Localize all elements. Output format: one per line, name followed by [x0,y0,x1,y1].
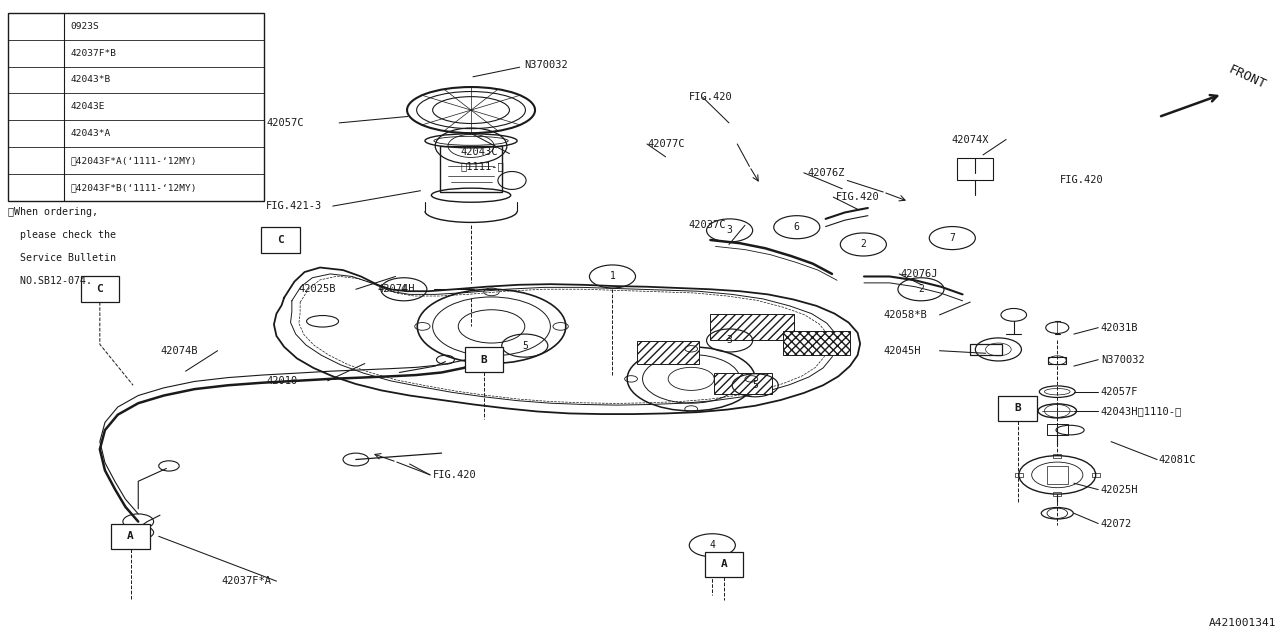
Text: B: B [1014,403,1021,413]
Text: 5: 5 [753,380,758,390]
Text: 42037F*A: 42037F*A [221,576,271,586]
Text: FIG.420: FIG.420 [1060,175,1103,186]
Bar [1047,466,1068,484]
Text: 42072: 42072 [1101,518,1132,529]
Text: 3: 3 [33,76,38,84]
Text: 7: 7 [950,233,955,243]
Text: 3: 3 [727,335,732,346]
Text: FIG.421-3: FIG.421-3 [266,201,323,211]
Text: 42037C: 42037C [689,220,726,230]
Bar [465,347,503,372]
Text: ※42043F*B(‘1111-‘12MY): ※42043F*B(‘1111-‘12MY) [70,183,197,192]
Text: ※When ordering,: ※When ordering, [8,207,97,218]
Text: 42043C: 42043C [461,147,498,157]
Text: 42045H: 42045H [883,346,920,356]
Bar [783,331,850,355]
Text: 1: 1 [609,271,616,282]
Text: FRONT: FRONT [1226,63,1268,92]
Bar [1015,473,1023,477]
Text: N370032: N370032 [525,60,568,70]
Text: 42057C: 42057C [266,118,303,128]
Text: N370032: N370032 [1101,355,1144,365]
Text: FIG.420: FIG.420 [836,192,879,202]
Text: 4: 4 [401,284,407,294]
Text: 1: 1 [33,22,38,31]
Text: 2: 2 [33,49,38,58]
Text: NO.SB12-074.: NO.SB12-074. [8,276,92,287]
Text: 2: 2 [918,284,924,294]
Bar [710,314,794,340]
Text: 42074B: 42074B [160,346,197,356]
Text: 42025B: 42025B [298,284,335,294]
Bar [998,396,1037,421]
Text: ※42043F*A(‘1111-‘12MY): ※42043F*A(‘1111-‘12MY) [70,156,197,165]
Text: B: B [480,355,488,365]
Bar [1053,454,1061,458]
Bar [970,344,1002,355]
Bar [637,341,699,364]
Bar [1092,473,1100,477]
Text: FIG.420: FIG.420 [689,92,732,102]
Text: 42043*A: 42043*A [70,129,110,138]
Text: A: A [127,531,134,541]
Text: （1111-）: （1111-） [461,161,504,172]
Bar [261,227,300,253]
Text: 42076Z: 42076Z [808,168,845,178]
Text: 4: 4 [33,102,38,111]
Text: 7: 7 [33,183,38,192]
Text: 5: 5 [522,340,527,351]
Text: 42074H: 42074H [378,284,415,294]
Text: 0923S: 0923S [70,22,99,31]
Bar [704,552,742,577]
Text: 42043H（1110-）: 42043H（1110-） [1101,406,1181,416]
Text: 42031B: 42031B [1101,323,1138,333]
Bar [1053,492,1061,496]
Text: A421001341: A421001341 [1208,618,1276,628]
Text: 4: 4 [709,540,716,550]
Text: C: C [96,284,104,294]
Text: 42074X: 42074X [951,134,988,145]
Bar [957,158,993,180]
Text: 6: 6 [794,222,800,232]
Text: 42058*B: 42058*B [883,310,927,320]
Text: please check the: please check the [8,230,115,241]
Bar [111,524,150,549]
Bar [81,276,119,302]
Text: 42010: 42010 [266,376,297,386]
Text: A: A [721,559,727,570]
Text: 42081C: 42081C [1158,454,1196,465]
Bar [8,13,264,201]
Text: 5: 5 [33,129,38,138]
Text: 42025H: 42025H [1101,484,1138,495]
Bar [714,373,772,394]
Text: 42057F: 42057F [1101,387,1138,397]
Text: C: C [276,235,284,245]
Text: 3: 3 [727,225,732,236]
Bar [440,146,502,192]
Text: 6: 6 [33,156,38,165]
Text: 42076J: 42076J [901,269,938,279]
Text: 42037F*B: 42037F*B [70,49,116,58]
Text: 42077C: 42077C [648,139,685,149]
Text: 42043E: 42043E [70,102,105,111]
Text: 2: 2 [860,239,867,250]
Text: Service Bulletin: Service Bulletin [8,253,115,264]
Text: FIG.420: FIG.420 [433,470,476,480]
Bar [1048,357,1066,364]
Text: 42043*B: 42043*B [70,76,110,84]
Bar [1047,424,1068,435]
